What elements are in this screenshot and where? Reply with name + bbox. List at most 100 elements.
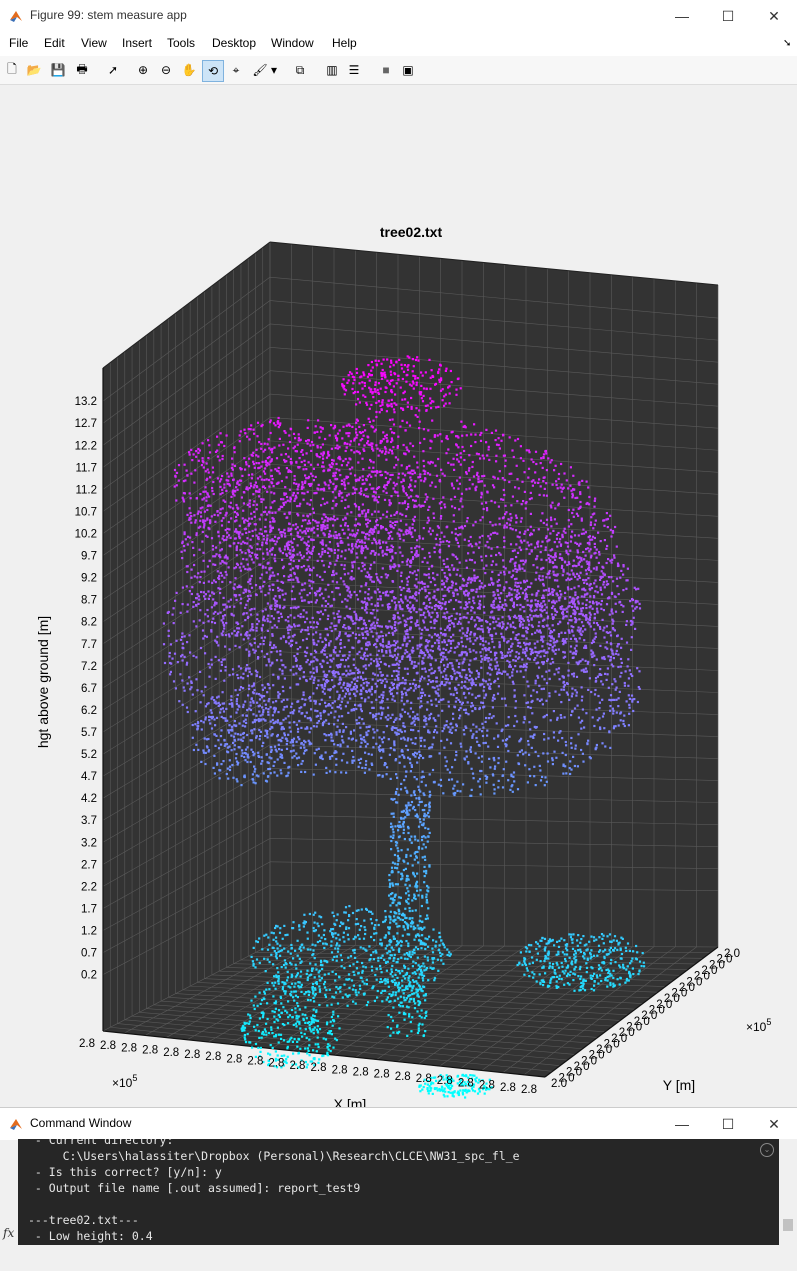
hide-tools-button[interactable]: ■ — [376, 60, 396, 80]
open-file-button[interactable]: 📂 — [24, 60, 44, 80]
colorbar-button[interactable]: ▥ — [322, 60, 342, 80]
cloud-point — [366, 633, 369, 636]
cloud-point — [491, 610, 494, 613]
cloud-point — [249, 708, 253, 712]
cloud-point — [239, 733, 242, 736]
link-plot-button[interactable]: ⧉ — [290, 60, 310, 80]
cloud-point — [302, 693, 305, 697]
cloud-point — [352, 687, 355, 691]
cloud-point — [549, 461, 552, 464]
cloud-point — [347, 594, 350, 597]
dock-arrow-icon[interactable]: ➘ — [783, 38, 792, 49]
cloud-point — [324, 645, 327, 648]
cloud-point — [354, 688, 357, 691]
cloud-point — [354, 694, 357, 697]
cloud-point — [393, 566, 396, 569]
cloud-point — [327, 595, 330, 598]
menu-view[interactable]: View — [81, 36, 107, 50]
cloud-point — [174, 599, 177, 602]
menu-desktop[interactable]: Desktop — [212, 36, 257, 50]
new-figure-button[interactable]: 🗋 — [2, 60, 22, 80]
cloud-point — [312, 641, 315, 644]
cloud-point — [183, 545, 186, 548]
menu-help[interactable]: Help — [332, 36, 357, 50]
menu-window[interactable]: Window — [271, 36, 314, 50]
cloud-point — [277, 677, 280, 680]
cloud-point — [381, 679, 384, 682]
brush-button[interactable]: 🖌 — [250, 60, 270, 80]
cloud-point — [455, 697, 458, 700]
zoom-in-button[interactable]: ⊕ — [133, 60, 153, 80]
menu-tools[interactable]: Tools — [167, 36, 196, 50]
grid-line — [102, 347, 271, 468]
cloud-point — [581, 630, 584, 633]
cloud-point — [495, 563, 498, 566]
cloud-point — [195, 625, 198, 628]
cloud-point — [442, 655, 445, 658]
pan-button[interactable]: ✋ — [179, 60, 199, 80]
cloud-point — [514, 665, 517, 668]
cloud-point — [481, 454, 484, 457]
cloud-point — [364, 591, 367, 594]
cloud-point — [270, 615, 273, 618]
cloud-point — [414, 480, 417, 483]
menu-insert[interactable]: Insert — [122, 36, 153, 50]
pointer-button[interactable]: ➚ — [103, 60, 123, 80]
cloud-point — [264, 566, 267, 569]
cloud-point — [364, 664, 367, 667]
plot-3d-axes[interactable]: 0.20.71.21.72.22.73.23.74.24.75.25.76.26… — [0, 85, 797, 1112]
brush-dropdown-button[interactable]: ▾ — [268, 60, 280, 80]
cloud-point — [345, 446, 348, 449]
cloud-point — [440, 739, 443, 742]
cloud-point — [570, 714, 573, 717]
cloud-point — [425, 648, 428, 651]
cloud-point — [213, 621, 217, 625]
cloud-point — [322, 564, 325, 567]
figure-canvas[interactable]: 0.2 0.7 1.2 1.7 2.2 2.7 3.2 3.7 4.2 4.7 5.2 5.7 6.2 6… — [0, 85, 797, 1112]
cloud-point — [519, 520, 522, 523]
cloud-point — [576, 765, 579, 768]
minimize-button[interactable]: — — [675, 8, 689, 24]
cloud-point — [504, 513, 507, 516]
cloud-point — [321, 517, 324, 520]
menu-edit[interactable]: Edit — [44, 36, 65, 50]
cloud-point — [273, 574, 276, 577]
dock-figure-button[interactable]: ▣ — [398, 60, 418, 80]
cloud-point — [384, 552, 387, 555]
cloud-point — [341, 541, 344, 544]
cloud-point — [592, 527, 595, 530]
cloud-point — [338, 429, 341, 432]
cloud-point — [269, 574, 272, 577]
cloud-point — [502, 488, 505, 492]
cloud-point — [185, 663, 188, 666]
cloud-point — [369, 578, 372, 581]
cloud-point — [465, 726, 468, 729]
cloud-point — [364, 556, 367, 559]
maximize-button[interactable]: ☐ — [721, 7, 735, 24]
cloud-point — [459, 606, 462, 609]
cloud-point — [215, 640, 218, 643]
cloud-point — [471, 704, 475, 707]
cloud-point — [271, 588, 275, 592]
cloud-point — [372, 580, 375, 583]
cloud-point — [437, 666, 440, 669]
save-button[interactable]: 💾 — [48, 60, 68, 80]
data-cursor-button[interactable]: ⌖ — [226, 60, 246, 80]
cloud-point — [398, 502, 401, 505]
rotate-3d-button[interactable]: ⟲ — [202, 60, 224, 82]
cloud-point — [538, 764, 541, 767]
cloud-point — [309, 472, 313, 475]
print-button[interactable]: 🖶 — [72, 60, 92, 80]
cloud-point — [593, 637, 596, 640]
cloud-point — [337, 610, 340, 613]
legend-button[interactable]: ☰ — [344, 60, 364, 80]
cloud-point — [362, 722, 365, 725]
cloud-point — [312, 526, 315, 529]
cloud-point — [474, 752, 477, 755]
close-button[interactable]: ✕ — [768, 7, 780, 24]
cloud-point — [220, 524, 224, 527]
cloud-point — [428, 714, 431, 717]
cloud-point — [395, 727, 398, 730]
zoom-out-button[interactable]: ⊖ — [156, 60, 176, 80]
menu-file[interactable]: File — [9, 36, 29, 50]
